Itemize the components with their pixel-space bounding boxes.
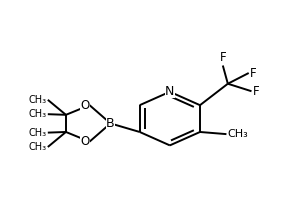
Text: F: F <box>220 51 226 64</box>
Text: O: O <box>80 99 89 112</box>
Text: CH₃: CH₃ <box>28 142 46 152</box>
Text: B: B <box>106 117 115 130</box>
Text: N: N <box>165 85 175 98</box>
Text: O: O <box>80 135 89 148</box>
Text: CH₃: CH₃ <box>28 128 46 138</box>
Text: F: F <box>250 66 257 79</box>
Text: CH₃: CH₃ <box>28 95 46 105</box>
Text: CH₃: CH₃ <box>228 129 248 139</box>
Text: F: F <box>253 85 260 98</box>
Text: CH₃: CH₃ <box>28 109 46 119</box>
